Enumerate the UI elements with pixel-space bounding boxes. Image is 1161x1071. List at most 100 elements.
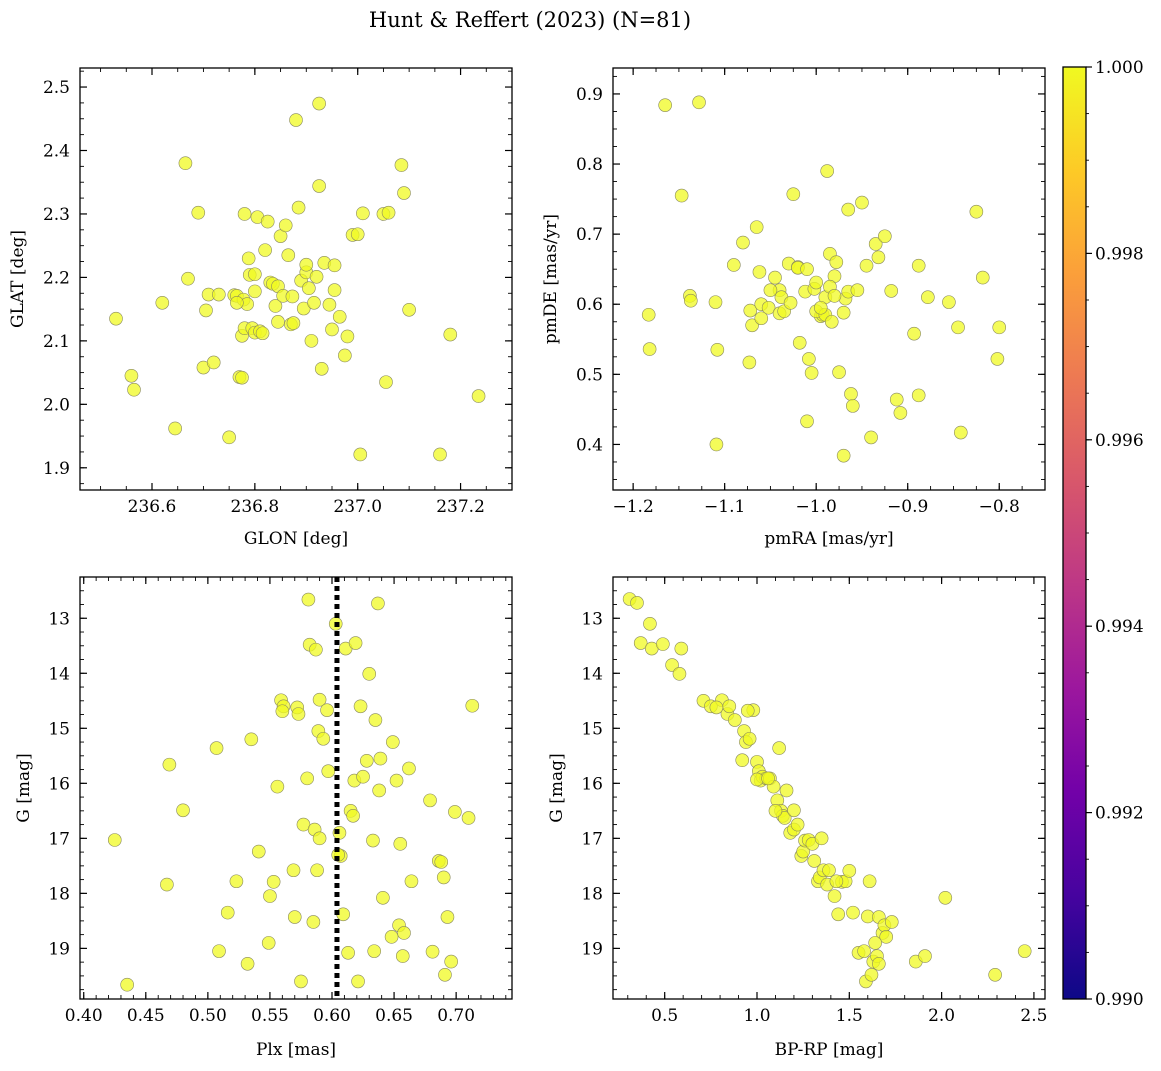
data-point <box>366 833 380 848</box>
data-point <box>846 905 860 920</box>
colorbar: 0.990 0.992 0.994 0.996 0.998 1.000 <box>1062 58 1144 1010</box>
y-tick-label: 16 <box>581 774 603 794</box>
data-point <box>393 837 408 851</box>
data-point <box>672 667 687 681</box>
plot-area: 236.6 236.8 237.0 237.2 1.9 2.0 2.1 2.2 2.3 2.4 2.… <box>43 68 512 517</box>
data-point <box>127 382 141 397</box>
data-point <box>800 414 814 429</box>
data-point <box>740 703 755 718</box>
data-point <box>836 448 851 463</box>
data-point <box>761 300 776 315</box>
colorbar-tick-label: 1.000 <box>1095 58 1144 78</box>
data-point <box>872 956 886 971</box>
data-point <box>709 437 724 452</box>
x-tick-label: 236.8 <box>231 497 280 517</box>
y-tick-label: 0.6 <box>576 295 603 315</box>
data-point <box>461 811 476 825</box>
data-point <box>255 326 270 341</box>
y-tick-label: 0.5 <box>576 365 603 385</box>
x-tick-label: 0.45 <box>127 1006 165 1026</box>
data-point <box>291 707 306 721</box>
data-point <box>674 188 689 203</box>
data-point <box>911 258 926 273</box>
data-point <box>251 844 266 859</box>
data-point <box>832 365 846 380</box>
y-axis-label: pmDE [mas/yr] <box>541 214 561 344</box>
data-point <box>827 289 842 303</box>
data-point <box>841 202 856 217</box>
data-point <box>356 769 370 784</box>
data-point <box>827 889 842 903</box>
data-point <box>338 348 352 363</box>
data-point <box>868 936 882 950</box>
data-point <box>325 322 339 337</box>
x-tick-label: 1.5 <box>836 1006 863 1026</box>
data-point <box>777 811 792 825</box>
data-point <box>768 804 783 818</box>
data-point <box>220 905 235 920</box>
data-point <box>321 764 336 779</box>
data-point <box>301 592 316 607</box>
data-point <box>710 343 725 357</box>
x-tick-label: 237.2 <box>436 497 485 517</box>
data-point <box>261 936 276 950</box>
y-tick-label: 13 <box>581 609 603 629</box>
x-tick-label: 0.60 <box>313 1006 351 1026</box>
data-point <box>800 262 814 276</box>
data-point <box>768 270 782 285</box>
data-point <box>402 761 416 776</box>
x-tick-label: −1.2 <box>612 497 653 517</box>
data-point <box>992 320 1007 335</box>
data-point <box>160 877 174 892</box>
data-point <box>942 295 956 309</box>
data-point <box>969 204 984 219</box>
data-point <box>889 392 904 407</box>
data-point <box>975 270 990 285</box>
plot-area: −1.2 −1.1 −1.0 −0.9 −0.8 0.4 0.5 0.6 0.7 0.8 0.9 <box>576 68 1046 517</box>
data-point <box>353 447 368 462</box>
data-point <box>309 269 324 284</box>
data-point <box>373 751 388 766</box>
data-point <box>353 699 368 714</box>
data-point <box>191 205 206 220</box>
y-tick-label: 0.9 <box>576 85 603 105</box>
data-point <box>990 352 1005 366</box>
data-point <box>229 874 244 889</box>
data-point <box>386 735 400 749</box>
colorbar-tick-label: 0.994 <box>1095 617 1144 637</box>
data-point <box>907 326 921 341</box>
data-point <box>855 195 869 210</box>
data-point <box>372 783 386 798</box>
data-point <box>241 251 256 266</box>
data-point <box>302 281 316 296</box>
x-axis-label: GLON [deg] <box>244 529 348 549</box>
x-tick-label: 0.65 <box>375 1006 413 1026</box>
data-point <box>291 200 306 215</box>
data-point <box>260 214 275 229</box>
data-point <box>831 907 846 922</box>
data-point <box>237 207 252 221</box>
data-point <box>656 637 670 651</box>
y-tick-label: 2.0 <box>43 395 70 415</box>
data-point <box>845 399 860 413</box>
data-point <box>641 307 656 322</box>
data-point <box>368 713 383 727</box>
x-tick-label: 0.55 <box>251 1006 289 1026</box>
data-point <box>244 732 259 747</box>
x-tick-label: 2.5 <box>1020 1006 1047 1026</box>
data-point <box>779 783 794 798</box>
data-point <box>754 311 769 326</box>
data-point <box>824 314 839 329</box>
data-point <box>362 667 377 681</box>
data-point <box>879 930 894 944</box>
data-point <box>742 355 757 370</box>
colorbar-ticks: 0.990 0.992 0.994 0.996 0.998 1.000 <box>1086 58 1144 1010</box>
data-point <box>162 757 177 772</box>
data-point <box>379 375 393 389</box>
data-point <box>425 944 440 959</box>
data-point <box>642 342 657 356</box>
data-point <box>438 967 452 982</box>
data-point <box>683 293 698 308</box>
data-point <box>402 302 416 317</box>
